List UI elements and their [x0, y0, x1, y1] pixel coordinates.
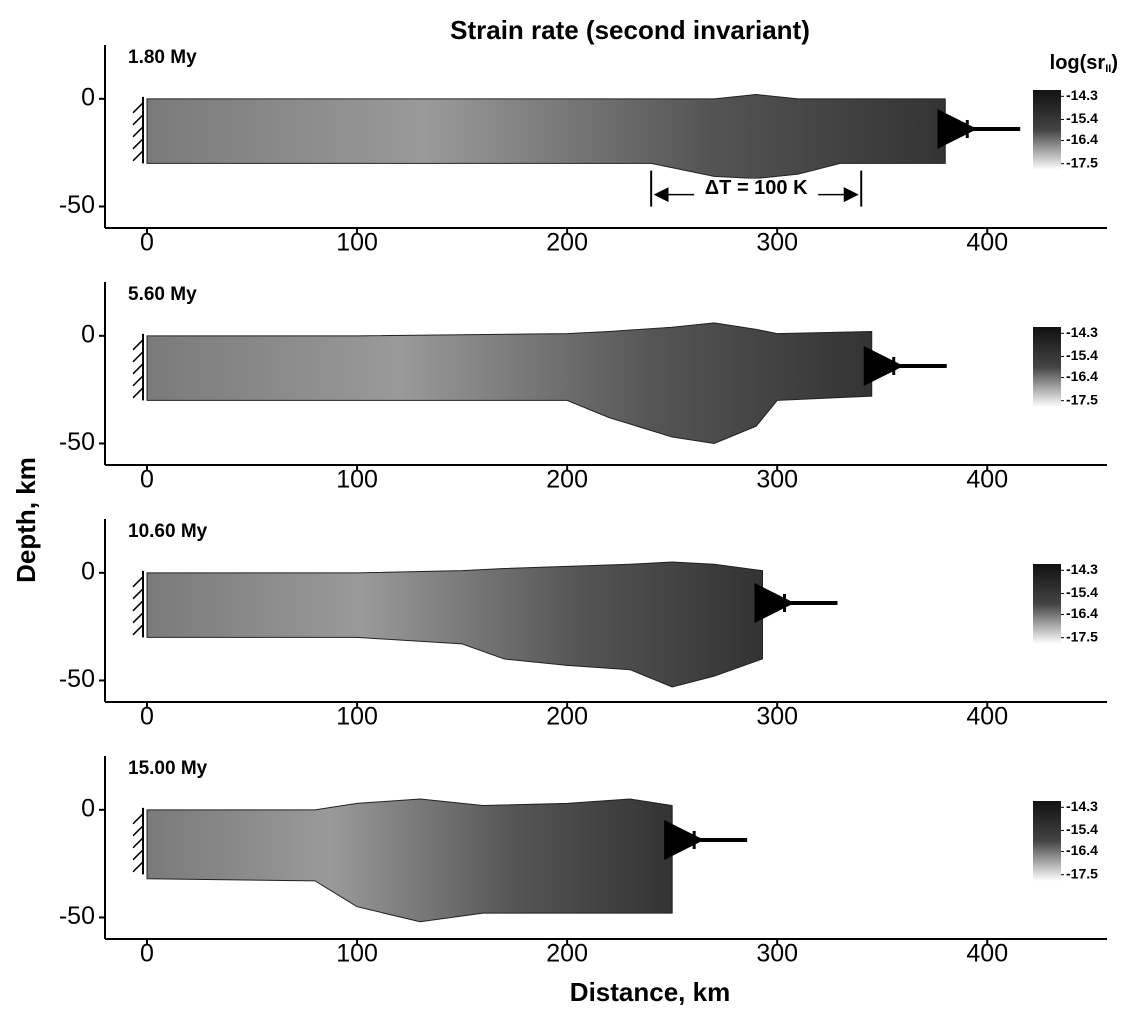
colorbar-tick-label: -15.4 [1066, 347, 1098, 363]
model-domain [146, 94, 946, 179]
wall-hatch [132, 138, 144, 150]
x-tick-label: 100 [336, 229, 378, 257]
colorbar-label-end: ) [1111, 52, 1118, 74]
x-tick-label: 0 [140, 466, 154, 494]
colorbar-tick-label: -16.4 [1066, 368, 1098, 384]
x-tick-label: 400 [966, 466, 1008, 494]
y-axis-label: Depth, km [11, 457, 41, 583]
x-tick-label: 0 [140, 940, 154, 968]
wall-hatch [132, 849, 144, 861]
y-tick-label: 0 [81, 83, 95, 111]
time-label: 5.60 My [128, 284, 197, 305]
model-domain [146, 561, 763, 688]
colorbar-tick-label: -16.4 [1066, 605, 1098, 621]
y-tick-label: -50 [59, 191, 95, 219]
wall-hatch [132, 114, 144, 126]
colorbar-label: log(srII) [1050, 52, 1118, 75]
colorbar-label-text: log(sr [1050, 52, 1106, 74]
x-tick-label: 400 [966, 940, 1008, 968]
x-tick-label: 300 [756, 229, 798, 257]
colorbar [1033, 564, 1061, 644]
y-tick-label: -50 [59, 665, 95, 693]
x-tick-label: 100 [336, 466, 378, 494]
colorbar-tick-label: -14.3 [1066, 324, 1098, 340]
colorbar-tick-label: -16.4 [1066, 842, 1098, 858]
y-tick-label: 0 [81, 794, 95, 822]
time-label: 1.80 My [128, 47, 197, 68]
annotation-bg [694, 178, 819, 201]
colorbar-tick-label: -15.4 [1066, 110, 1098, 126]
colorbar-tick-label: -15.4 [1066, 821, 1098, 837]
colorbar-tick-label: -16.4 [1066, 131, 1098, 147]
x-tick-label: 300 [756, 466, 798, 494]
colorbar [1033, 90, 1061, 170]
colorbar-tick-label: -14.3 [1066, 561, 1098, 577]
colorbar-tick-label: -17.5 [1066, 865, 1098, 881]
wall-hatch [132, 363, 144, 375]
title: Strain rate (second invariant) [450, 15, 810, 45]
y-tick-label: 0 [81, 320, 95, 348]
wall-hatch [132, 600, 144, 612]
x-tick-label: 200 [546, 229, 588, 257]
wall-hatch [132, 102, 144, 114]
annotation: ΔT = 100 K [705, 177, 808, 199]
y-tick-label: 0 [81, 557, 95, 585]
colorbar-tick-label: -15.4 [1066, 584, 1098, 600]
colorbar-tick-label: -14.3 [1066, 798, 1098, 814]
wall-hatch [132, 375, 144, 387]
wall-hatch [132, 837, 144, 849]
x-axis-label: Distance, km [570, 977, 730, 1007]
x-tick-label: 100 [336, 940, 378, 968]
model-domain [146, 322, 873, 444]
colorbar-tick-label: -17.5 [1066, 628, 1098, 644]
wall-hatch [132, 825, 144, 837]
wall-hatch [132, 387, 144, 399]
x-tick-label: 0 [140, 229, 154, 257]
colorbar-tick-label: -17.5 [1066, 391, 1098, 407]
y-tick-label: -50 [59, 428, 95, 456]
time-label: 15.00 My [128, 758, 208, 779]
wall-hatch [132, 588, 144, 600]
x-tick-label: 300 [756, 703, 798, 731]
wall-hatch [132, 624, 144, 636]
x-tick-label: 400 [966, 229, 1008, 257]
x-tick-label: 200 [546, 940, 588, 968]
colorbar-tick-label: -17.5 [1066, 154, 1098, 170]
wall-hatch [132, 351, 144, 363]
colorbar [1033, 801, 1061, 881]
model-domain [146, 798, 673, 923]
wall-hatch [132, 576, 144, 588]
x-tick-label: 200 [546, 703, 588, 731]
y-tick-label: -50 [59, 902, 95, 930]
wall-hatch [132, 612, 144, 624]
colorbar [1033, 327, 1061, 407]
x-tick-label: 0 [140, 703, 154, 731]
wall-hatch [132, 813, 144, 825]
wall-hatch [132, 861, 144, 873]
colorbar-tick-label: -14.3 [1066, 87, 1098, 103]
time-label: 10.60 My [128, 521, 208, 542]
x-tick-label: 100 [336, 703, 378, 731]
wall-hatch [132, 150, 144, 162]
x-tick-label: 200 [546, 466, 588, 494]
wall-hatch [132, 339, 144, 351]
x-tick-label: 300 [756, 940, 798, 968]
colorbar-label-sub: II [1105, 63, 1111, 75]
wall-hatch [132, 126, 144, 138]
x-tick-label: 400 [966, 703, 1008, 731]
